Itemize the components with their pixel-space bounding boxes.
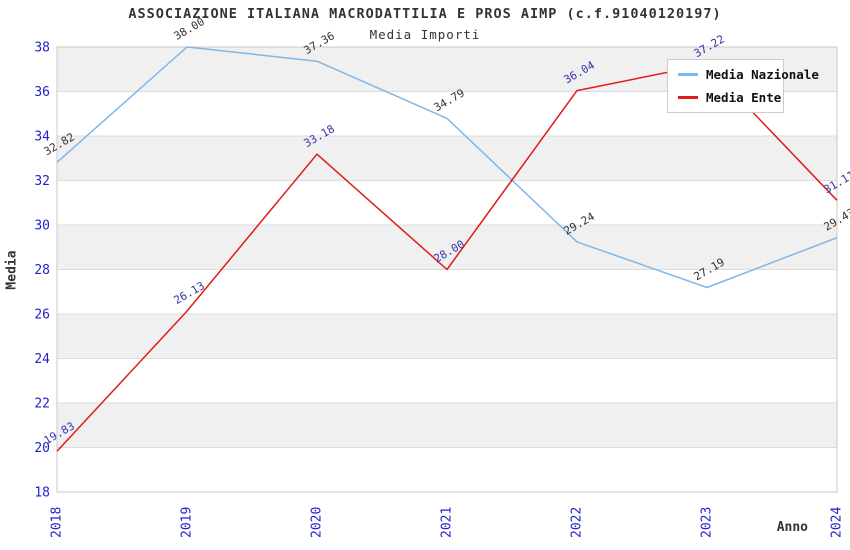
y-tick-label: 28	[34, 263, 50, 278]
x-tick-label: 2018	[50, 507, 65, 538]
plot-band	[57, 358, 837, 403]
chart-legend: Media Nazionale Media Ente	[667, 59, 819, 113]
x-tick-label: 2020	[310, 507, 325, 538]
y-tick-label: 38	[34, 41, 50, 56]
y-tick-label: 18	[34, 486, 50, 501]
media-nazionale-line-swatch-icon	[678, 73, 698, 76]
y-tick-label: 30	[34, 219, 50, 234]
y-tick-label: 32	[34, 174, 50, 189]
x-tick-label: 2024	[830, 507, 845, 538]
x-axis-title: Anno	[777, 520, 808, 535]
y-tick-label: 26	[34, 308, 50, 323]
legend-label: Media Nazionale	[706, 67, 819, 82]
x-tick-label: 2022	[570, 507, 585, 538]
y-tick-label: 22	[34, 397, 50, 412]
plot-band	[57, 225, 837, 270]
legend-item-media-ente: Media Ente	[678, 90, 781, 105]
x-tick-label: 2023	[700, 507, 715, 538]
x-tick-label: 2021	[440, 507, 455, 538]
x-tick-label: 2019	[180, 507, 195, 538]
plot-band	[57, 180, 837, 225]
y-tick-label: 20	[34, 441, 50, 456]
chart-subtitle: Media Importi	[369, 27, 481, 42]
plot-band	[57, 314, 837, 359]
plot-band	[57, 269, 837, 314]
series-line-media-nazionale	[56, 46, 838, 289]
y-axis-title: Media	[5, 250, 20, 289]
y-tick-label: 34	[34, 130, 50, 145]
plot-band	[57, 136, 837, 181]
media-ente-line-swatch-icon	[678, 96, 698, 99]
legend-label: Media Ente	[706, 90, 782, 105]
plot-border	[56, 46, 838, 493]
plot-band	[57, 447, 837, 492]
plot-band	[57, 403, 837, 448]
page-title: ASSOCIAZIONE ITALIANA MACRODATTILIA E PR…	[128, 6, 722, 22]
legend-item-media-nazionale: Media Nazionale	[678, 67, 819, 82]
data-label-media-nazionale: 38.00	[172, 15, 207, 43]
y-tick-label: 24	[34, 352, 50, 367]
y-tick-label: 36	[34, 85, 50, 100]
